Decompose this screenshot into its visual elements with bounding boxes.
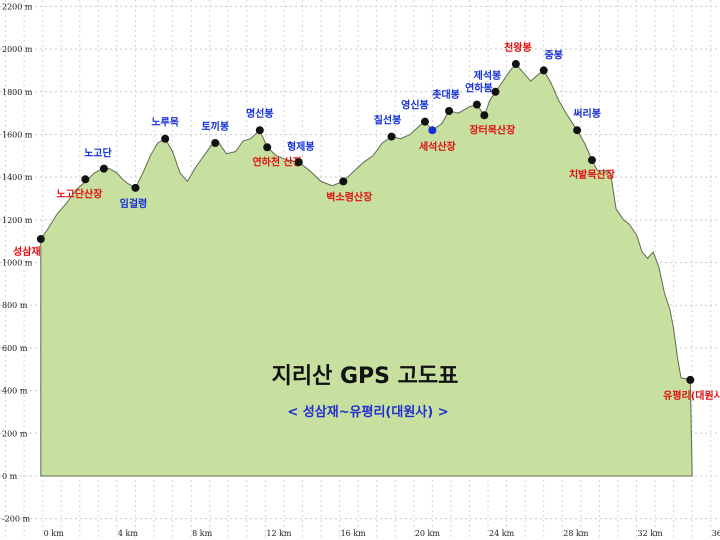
- waypoint-label: 성삼재: [13, 245, 41, 258]
- waypoint-dot: [255, 126, 264, 135]
- waypoint-dot: [387, 132, 396, 141]
- waypoint-label: 써리봉: [573, 107, 601, 120]
- y-tick-label: 2200 m: [2, 2, 33, 11]
- x-tick-label: 16 km: [341, 529, 367, 538]
- waypoint-dot: [211, 139, 220, 148]
- waypoint-dot: [480, 111, 489, 120]
- waypoint-dot: [263, 143, 272, 152]
- waypoint-dot: [420, 117, 429, 126]
- waypoint-dot: [161, 134, 170, 143]
- waypoint-label: 연하천 산장: [252, 155, 302, 168]
- x-tick-label: 8 km: [192, 529, 212, 538]
- x-tick-label: 36 km: [712, 529, 720, 538]
- waypoint-dot: [81, 175, 90, 184]
- x-tick-label: 12 km: [266, 529, 292, 538]
- y-tick-label: 800 m: [2, 301, 28, 310]
- waypoint-dot: [445, 106, 454, 115]
- waypoint-dot: [339, 177, 348, 186]
- waypoint-dot: [294, 158, 303, 167]
- waypoint-label: 장터목산장: [469, 123, 516, 136]
- y-tick-label: -200 m: [2, 515, 31, 524]
- waypoint-label: 제석봉: [474, 69, 502, 82]
- elevation-profile: [40, 63, 693, 477]
- y-tick-label: 600 m: [2, 344, 28, 353]
- waypoint-dot: [131, 183, 140, 192]
- x-tick-label: 20 km: [415, 529, 441, 538]
- waypoint-dot: [587, 156, 596, 165]
- waypoint-label: 중봉: [545, 49, 563, 61]
- x-tick-label: 4 km: [118, 529, 138, 538]
- elevation-area: [40, 63, 693, 477]
- y-tick-label: 0 m: [2, 472, 18, 481]
- y-tick-label: 1200 m: [2, 216, 33, 225]
- waypoint-label: 임걸령: [120, 197, 148, 210]
- x-tick-label: 24 km: [489, 529, 515, 538]
- waypoint-label: 세석산장: [419, 140, 457, 153]
- waypoint-dot: [573, 126, 582, 135]
- waypoint-label: 벽소령산장: [326, 190, 373, 203]
- waypoint-dot: [511, 60, 520, 69]
- y-tick-label: 1600 m: [2, 130, 33, 139]
- chart-title: 지리산 GPS 고도표: [272, 364, 459, 389]
- waypoint-label: 노루목: [151, 117, 179, 129]
- waypoint-label: 치밭목산장: [569, 168, 616, 181]
- chart-subtitle: < 성삼재~유평리(대원사) >: [287, 404, 448, 420]
- waypoint-label: 토끼봉: [201, 120, 229, 133]
- waypoint-label: 칠선봉: [374, 114, 402, 127]
- y-tick-label: 200 m: [2, 429, 28, 438]
- waypoint-label: 영신봉: [401, 99, 429, 112]
- waypoint-label: 노고단: [84, 147, 112, 160]
- waypoint-label: 연하봉: [465, 82, 493, 95]
- waypoint-label: 명선봉: [246, 107, 274, 120]
- x-tick-label: 32 km: [637, 529, 663, 538]
- waypoint-dot: [686, 375, 695, 384]
- x-tick-label: 28 km: [563, 529, 589, 538]
- waypoint-label: 노고단산장: [56, 187, 103, 200]
- waypoint-dot: [491, 87, 500, 96]
- waypoint-label: 유평리(대원사): [663, 389, 720, 402]
- x-tick-label: 0 km: [44, 529, 64, 538]
- waypoint-label: 천왕봉: [504, 41, 532, 54]
- y-tick-label: 1400 m: [2, 173, 33, 182]
- waypoint-dot: [472, 100, 481, 109]
- waypoint-label: 촛대봉: [432, 88, 460, 101]
- y-tick-label: 1000 m: [2, 259, 33, 268]
- y-tick-label: 400 m: [2, 387, 28, 396]
- waypoint-dot: [36, 235, 45, 244]
- y-tick-label: 2000 m: [2, 45, 33, 54]
- waypoint-dot: [428, 126, 437, 135]
- waypoint-dot: [99, 164, 108, 173]
- waypoint-label: 형제봉: [287, 140, 315, 153]
- waypoint-dot: [539, 66, 548, 75]
- y-tick-label: 1800 m: [2, 88, 33, 97]
